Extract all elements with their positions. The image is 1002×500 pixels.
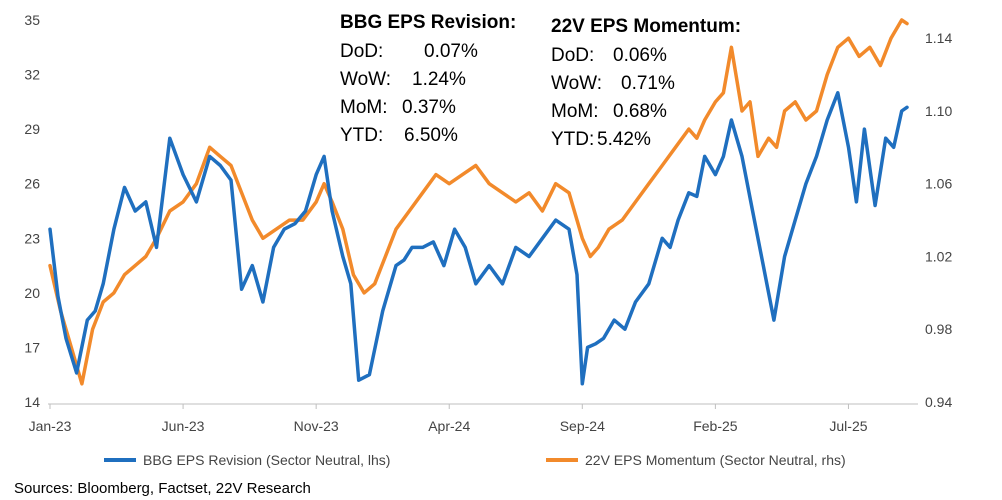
bbg-wow-label: WoW:	[340, 69, 391, 90]
right-tick-label: 0.94	[925, 394, 952, 410]
22v-annotation-title: 22V EPS Momentum:	[551, 16, 741, 37]
left-tick-label: 26	[24, 176, 40, 192]
bbg-wow-value: 1.24%	[412, 69, 466, 90]
x-tick-label: Feb-25	[693, 418, 738, 434]
legend-bbg-label: BBG EPS Revision (Sector Neutral, lhs)	[143, 452, 390, 468]
22v-annotation: 22V EPS Momentum: DoD: 0.06% WoW: 0.71% …	[551, 16, 741, 150]
right-axis-ticks: 0.94 0.98 1.02 1.06 1.10 1.14	[925, 30, 952, 410]
x-tick-label: Sep-24	[560, 418, 605, 434]
22v-wow-value: 0.71%	[621, 73, 675, 94]
left-tick-label: 14	[24, 394, 40, 410]
right-tick-label: 0.98	[925, 321, 952, 337]
bbg-eps-revision-line	[48, 91, 909, 386]
left-tick-label: 32	[24, 67, 40, 83]
series-layer	[48, 18, 909, 386]
22v-dod-value: 0.06%	[613, 45, 667, 66]
right-tick-label: 1.02	[925, 248, 952, 264]
22v-ytd-value: 5.42%	[597, 129, 651, 150]
22v-dod-label: DoD:	[551, 45, 594, 66]
legend-22v-label: 22V EPS Momentum (Sector Neutral, rhs)	[585, 452, 846, 468]
bbg-ytd-value: 6.50%	[404, 125, 458, 146]
x-tick-label: Nov-23	[294, 418, 339, 434]
bbg-ytd-label: YTD:	[340, 125, 383, 146]
left-tick-label: 29	[24, 121, 40, 137]
bbg-dod-label: DoD:	[340, 41, 383, 62]
22v-mom-value: 0.68%	[613, 101, 667, 122]
22v-mom-label: MoM:	[551, 101, 599, 122]
left-tick-label: 20	[24, 285, 40, 301]
bbg-dod-value: 0.07%	[424, 41, 478, 62]
bbg-mom-value: 0.37%	[402, 97, 456, 118]
legend: BBG EPS Revision (Sector Neutral, lhs) 2…	[104, 452, 846, 468]
left-tick-label: 17	[24, 339, 40, 355]
22v-wow-label: WoW:	[551, 73, 602, 94]
right-tick-label: 1.10	[925, 103, 952, 119]
right-tick-label: 1.14	[925, 30, 952, 46]
22v-eps-momentum-line	[48, 18, 909, 386]
left-axis-ticks: 14 17 20 23 26 29 32 35	[24, 12, 40, 410]
x-tick-label: Apr-24	[428, 418, 470, 434]
22v-ytd-label: YTD:	[551, 129, 594, 150]
source-note: Sources: Bloomberg, Factset, 22V Researc…	[14, 480, 311, 497]
bbg-mom-label: MoM:	[340, 97, 388, 118]
right-tick-label: 1.06	[925, 176, 952, 192]
left-tick-label: 35	[24, 12, 40, 28]
x-tick-label: Jun-23	[162, 418, 205, 434]
x-tick-label: Jan-23	[29, 418, 72, 434]
x-axis-ticks: Jan-23 Jun-23 Nov-23 Apr-24 Sep-24 Feb-25 Jul-…	[29, 404, 868, 434]
bbg-annotation-title: BBG EPS Revision:	[340, 12, 516, 33]
x-tick-label: Jul-25	[829, 418, 867, 434]
left-tick-label: 23	[24, 230, 40, 246]
bbg-annotation: BBG EPS Revision: DoD: 0.07% WoW: 1.24% …	[340, 12, 516, 146]
